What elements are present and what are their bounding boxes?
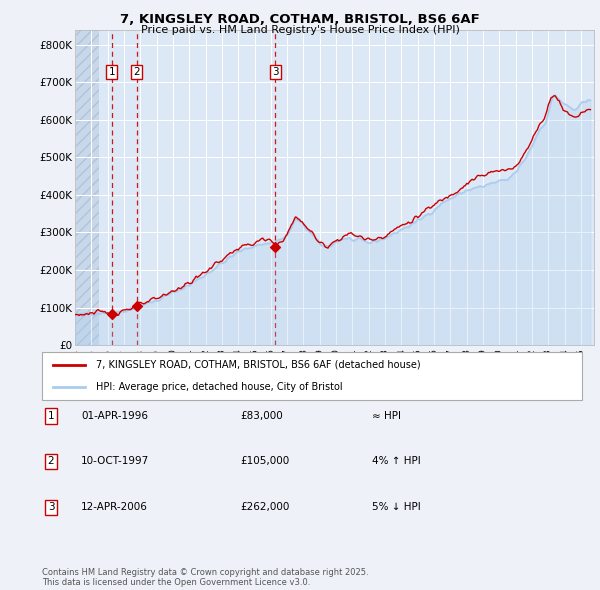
Text: 10-OCT-1997: 10-OCT-1997 [81, 457, 149, 466]
Text: 5% ↓ HPI: 5% ↓ HPI [372, 503, 421, 512]
Text: 2: 2 [133, 67, 140, 77]
Text: 7, KINGSLEY ROAD, COTHAM, BRISTOL, BS6 6AF (detached house): 7, KINGSLEY ROAD, COTHAM, BRISTOL, BS6 6… [96, 360, 421, 370]
Text: Contains HM Land Registry data © Crown copyright and database right 2025.
This d: Contains HM Land Registry data © Crown c… [42, 568, 368, 587]
Point [271, 242, 280, 251]
Text: 01-APR-1996: 01-APR-1996 [81, 411, 148, 421]
Text: £105,000: £105,000 [240, 457, 289, 466]
Text: 3: 3 [47, 503, 55, 512]
Text: 1: 1 [109, 67, 115, 77]
Text: 7, KINGSLEY ROAD, COTHAM, BRISTOL, BS6 6AF: 7, KINGSLEY ROAD, COTHAM, BRISTOL, BS6 6… [120, 13, 480, 26]
Point [132, 301, 142, 310]
Text: ≈ HPI: ≈ HPI [372, 411, 401, 421]
Text: Price paid vs. HM Land Registry's House Price Index (HPI): Price paid vs. HM Land Registry's House … [140, 25, 460, 35]
Text: £83,000: £83,000 [240, 411, 283, 421]
Text: 4% ↑ HPI: 4% ↑ HPI [372, 457, 421, 466]
Text: 3: 3 [272, 67, 279, 77]
Text: 2: 2 [47, 457, 55, 466]
Text: HPI: Average price, detached house, City of Bristol: HPI: Average price, detached house, City… [96, 382, 343, 392]
Text: 1: 1 [47, 411, 55, 421]
Text: 12-APR-2006: 12-APR-2006 [81, 503, 148, 512]
Text: £262,000: £262,000 [240, 503, 289, 512]
Point [107, 309, 116, 319]
